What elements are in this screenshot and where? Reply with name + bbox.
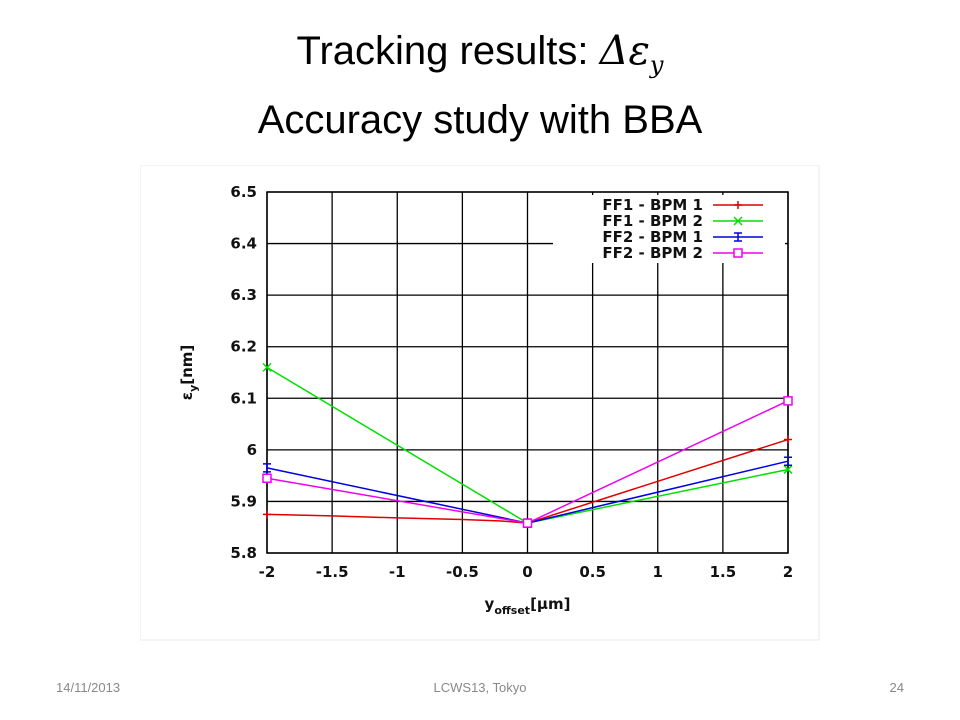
slide-title: Tracking results: Δεy — [0, 28, 960, 79]
marker — [262, 473, 272, 483]
marker — [783, 464, 793, 474]
y-tick-label: 5.9 — [230, 492, 257, 510]
y-tick-label: 6.3 — [230, 286, 257, 304]
marker — [784, 435, 792, 444]
footer-date: 14/11/2013 — [56, 680, 121, 695]
title-subscript: y — [649, 51, 664, 79]
y-tick-label: 6 — [247, 441, 257, 459]
x-tick-label: -2 — [259, 563, 276, 581]
y-axis-label-part: [nm] — [178, 345, 196, 385]
y-axis-label-part: ε — [178, 392, 196, 400]
y-tick-label: 5.8 — [230, 544, 257, 562]
y-axis-label-part: y — [187, 385, 200, 392]
chart: 5.8 5.9 6 6.1 6.2 6.3 6.4 6.5 -2 -1.5 -1 -0.5 0 0.5 1 1… — [140, 165, 820, 641]
marker — [522, 518, 533, 528]
y-tick-label: 6.2 — [230, 338, 257, 356]
marker — [734, 232, 742, 242]
legend-box — [553, 195, 785, 263]
legend-label: FF2 - BPM 1 — [602, 228, 703, 246]
marker — [734, 201, 742, 209]
y-axis-label: εy[nm] — [178, 345, 200, 401]
x-axis-label-part: [μm] — [530, 595, 570, 613]
marker — [783, 396, 793, 406]
marker — [733, 248, 743, 258]
x-tick-label: 1 — [653, 563, 663, 581]
marker — [263, 510, 271, 519]
x-tick-label: 0 — [522, 563, 532, 581]
marker — [784, 456, 792, 466]
x-axis-label-part: offset — [494, 604, 530, 617]
page-number: 24 — [889, 680, 904, 695]
legend-label: FF2 - BPM 2 — [602, 244, 703, 262]
legend-label: FF1 - BPM 1 — [602, 196, 703, 214]
x-axis-label-part: y — [485, 595, 495, 613]
y-tick-label: 6.5 — [230, 183, 257, 201]
y-tick-label: 6.1 — [230, 389, 257, 407]
x-axis-label: yoffset[μm] — [485, 595, 571, 617]
slide-subtitle: Accuracy study with BBA — [257, 98, 703, 142]
marker — [262, 362, 272, 372]
footer-event: LCWS13, Tokyo — [433, 680, 527, 695]
x-tick-label: -0.5 — [446, 563, 479, 581]
title-math: Δε — [599, 28, 650, 74]
y-tick-label: 6.4 — [230, 235, 257, 253]
legend-label: FF1 - BPM 2 — [602, 212, 703, 230]
marker — [263, 463, 271, 473]
x-tick-label: -1 — [389, 563, 406, 581]
plot-border — [266, 191, 789, 554]
marker — [733, 216, 743, 226]
x-tick-label: 0.5 — [579, 563, 606, 581]
x-tick-label: -1.5 — [316, 563, 349, 581]
x-tick-label: 1.5 — [710, 563, 737, 581]
x-tick-label: 2 — [783, 563, 793, 581]
title-text: Tracking results: — [296, 29, 600, 73]
